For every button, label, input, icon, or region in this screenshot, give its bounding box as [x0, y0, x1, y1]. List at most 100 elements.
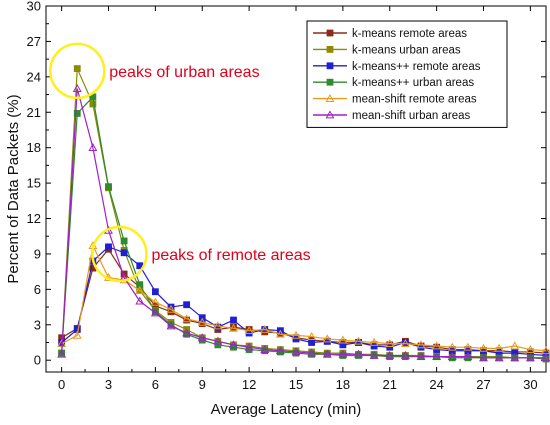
data-point — [275, 346, 285, 355]
data-point — [244, 342, 254, 351]
data-point — [230, 316, 237, 324]
data-point — [197, 333, 207, 342]
data-point — [244, 326, 254, 335]
data-point — [135, 285, 145, 294]
data-point — [447, 352, 457, 361]
legend-marker — [326, 29, 334, 37]
legend-item: k-means remote areas — [313, 28, 467, 40]
data-point — [416, 352, 426, 361]
data-point — [88, 143, 98, 152]
x-axis-title: Average Latency (min) — [211, 401, 362, 418]
data-point — [525, 344, 535, 353]
data-point — [525, 353, 535, 362]
data-point — [183, 301, 191, 309]
data-point — [120, 249, 128, 257]
y-tick-label: 27 — [27, 34, 41, 49]
series-4 — [58, 93, 550, 363]
data-point — [339, 341, 347, 349]
x-axis: 0 3 6 9 12 15 18 21 24 27 30 — [58, 6, 538, 392]
data-point — [105, 183, 112, 191]
y-tick-label: 30 — [27, 0, 41, 14]
data-point — [120, 237, 128, 245]
x-tick-label: 12 — [242, 377, 256, 392]
data-point — [433, 346, 441, 353]
y-tick-label: 12 — [27, 211, 41, 226]
data-point — [213, 336, 223, 345]
y-tick-label: 0 — [34, 353, 41, 368]
data-point — [447, 342, 457, 351]
data-point — [229, 340, 238, 349]
data-point — [260, 344, 270, 353]
data-point — [89, 100, 97, 108]
data-point — [354, 336, 363, 345]
y-tick-label: 6 — [34, 282, 41, 297]
data-point — [307, 348, 317, 357]
data-point — [463, 352, 473, 361]
data-point — [150, 308, 160, 317]
data-point — [292, 335, 300, 343]
legend-marker — [325, 93, 335, 102]
legend-label: k-means++ urban areas — [352, 77, 474, 89]
legend-label: k-means remote areas — [352, 28, 467, 40]
y-tick-label: 9 — [34, 246, 41, 261]
y-axis-title: Percent of Data Packets (%) — [5, 94, 22, 283]
data-point — [198, 314, 206, 322]
y-axis: 0 3 6 9 12 15 18 21 24 27 30 — [27, 0, 546, 368]
x-tick-label: 24 — [429, 377, 443, 392]
data-point — [432, 352, 442, 361]
data-point — [197, 317, 207, 326]
data-point — [400, 339, 410, 348]
annotation-text: peaks of remote areas — [151, 247, 310, 264]
data-point — [72, 330, 82, 339]
legend-item: mean-shift urban areas — [313, 110, 471, 122]
data-point — [479, 343, 488, 352]
legend-label: k-means urban areas — [352, 44, 461, 56]
annotation-circle — [91, 225, 148, 283]
data-point — [166, 321, 176, 330]
data-point — [369, 350, 379, 359]
data-point — [338, 349, 348, 358]
data-point — [369, 337, 379, 346]
data-point — [73, 65, 81, 72]
data-point — [432, 341, 442, 350]
legend-marker — [325, 110, 335, 119]
data-point — [510, 341, 520, 350]
legend-item: k-means++ remote areas — [313, 61, 481, 73]
data-point — [494, 343, 504, 352]
data-point — [150, 297, 160, 306]
annotation-text: peaks of urban areas — [109, 64, 259, 81]
legend-marker — [326, 62, 334, 70]
annotation-circle — [49, 42, 106, 100]
series-line — [61, 95, 547, 360]
data-point — [386, 343, 394, 351]
data-point — [354, 349, 363, 358]
data-point — [463, 342, 473, 351]
legend-label: mean-shift urban areas — [352, 110, 471, 122]
data-point — [385, 350, 395, 359]
data-point — [182, 314, 192, 323]
data-point — [291, 347, 301, 356]
y-tick-label: 24 — [27, 69, 41, 84]
data-point — [400, 350, 410, 359]
legend-box — [306, 20, 508, 128]
y-tick-label: 15 — [27, 176, 41, 191]
y-tick-label: 21 — [27, 105, 41, 120]
data-point — [229, 323, 238, 332]
y-tick-label: 18 — [27, 140, 41, 155]
data-point — [105, 243, 112, 251]
legend-marker — [326, 46, 334, 53]
x-tick-label: 0 — [58, 377, 65, 392]
data-point — [135, 296, 145, 305]
legend-item: k-means++ urban areas — [313, 77, 474, 89]
data-point — [510, 353, 520, 362]
x-tick-label: 6 — [152, 377, 159, 392]
data-point — [385, 339, 395, 348]
data-point — [275, 329, 285, 338]
data-point — [494, 353, 504, 362]
data-point — [72, 84, 82, 93]
data-point — [57, 349, 67, 358]
series-line — [61, 248, 547, 354]
data-point — [214, 341, 222, 349]
